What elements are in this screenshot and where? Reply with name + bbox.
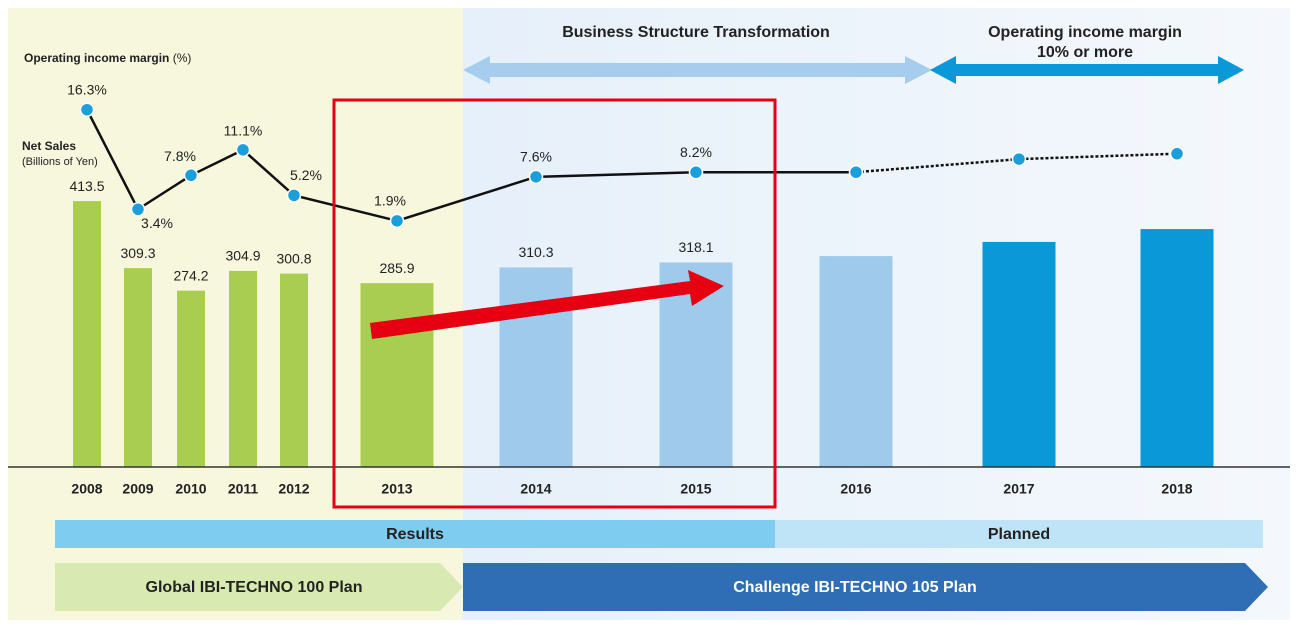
growth-arrow <box>370 270 724 339</box>
annotation: Operating income margin <box>988 24 1182 41</box>
bar-label: 310.3 <box>518 244 553 260</box>
line-label: 7.8% <box>164 148 196 164</box>
bar-label: 300.8 <box>276 250 311 266</box>
x-tick-label: 2016 <box>840 481 871 497</box>
plan-arrow <box>463 563 1268 611</box>
marker <box>848 164 864 180</box>
plan-label: Challenge IBI-TECHNO 105 Plan <box>733 579 977 596</box>
bar <box>360 283 434 467</box>
highlight-box <box>332 98 777 509</box>
period-label: Results <box>386 526 444 543</box>
light-arrow <box>463 56 932 84</box>
period-label: Planned <box>988 526 1050 543</box>
y2-label: Operating income margin (%) <box>24 51 191 65</box>
x-tick-label: 2015 <box>680 481 711 497</box>
x-tick-label: 2009 <box>122 481 153 497</box>
bar <box>982 241 1056 467</box>
line-label: 5.2% <box>290 167 322 183</box>
bar <box>819 256 893 467</box>
marker <box>235 142 251 158</box>
y2-unit: (%) <box>173 51 192 65</box>
bar-label: 285.9 <box>379 260 414 276</box>
line-label: 11.1% <box>224 123 263 139</box>
planned-band <box>775 520 1263 548</box>
marker <box>1169 146 1185 161</box>
y-unit: (Billions of Yen) <box>22 156 98 168</box>
line-label: 1.9% <box>374 193 406 209</box>
x-tick-label: 2010 <box>175 481 206 497</box>
dark-arrow <box>930 56 1244 84</box>
bar-label: 304.9 <box>225 248 260 264</box>
line-label: 16.3% <box>67 81 107 97</box>
line-label: 8.2% <box>680 144 712 160</box>
x-tick-label: 2018 <box>1161 481 1192 497</box>
plan-label: Global IBI-TECHNO 100 Plan <box>146 579 363 596</box>
bar <box>177 290 205 467</box>
marker <box>286 188 302 203</box>
bar <box>229 270 257 467</box>
bar <box>124 268 152 467</box>
marker <box>389 213 405 229</box>
x-tick-label: 2014 <box>520 481 551 497</box>
x-tick-label: 2008 <box>71 481 102 497</box>
x-tick-label: 2013 <box>381 481 412 497</box>
bar-label: 413.5 <box>69 178 104 194</box>
bar <box>280 273 308 467</box>
bar <box>1140 229 1214 467</box>
marks <box>73 102 1214 467</box>
x-tick-label: 2011 <box>228 481 259 497</box>
line-label: 3.4% <box>141 215 173 231</box>
x-tick-label: 2012 <box>278 481 309 497</box>
x-tick-label: 2017 <box>1003 481 1034 497</box>
annotation: 10% or more <box>1037 44 1133 61</box>
bar-label: 274.2 <box>173 267 208 283</box>
marker <box>183 168 199 183</box>
marker <box>1011 151 1027 167</box>
bar <box>73 201 101 467</box>
bar <box>499 267 573 467</box>
bar-label: 318.1 <box>678 239 713 255</box>
y-label: Net Sales <box>22 139 76 153</box>
marker <box>528 169 544 185</box>
plan-arrow <box>55 563 463 611</box>
bar-label: 309.3 <box>120 245 155 261</box>
annotation: Business Structure Transformation <box>562 24 830 41</box>
marker <box>688 164 704 180</box>
marker <box>79 102 95 117</box>
marker <box>130 202 146 217</box>
line-label: 7.6% <box>520 149 552 165</box>
results-band <box>55 520 775 548</box>
y2-name: Operating income margin <box>24 51 169 65</box>
